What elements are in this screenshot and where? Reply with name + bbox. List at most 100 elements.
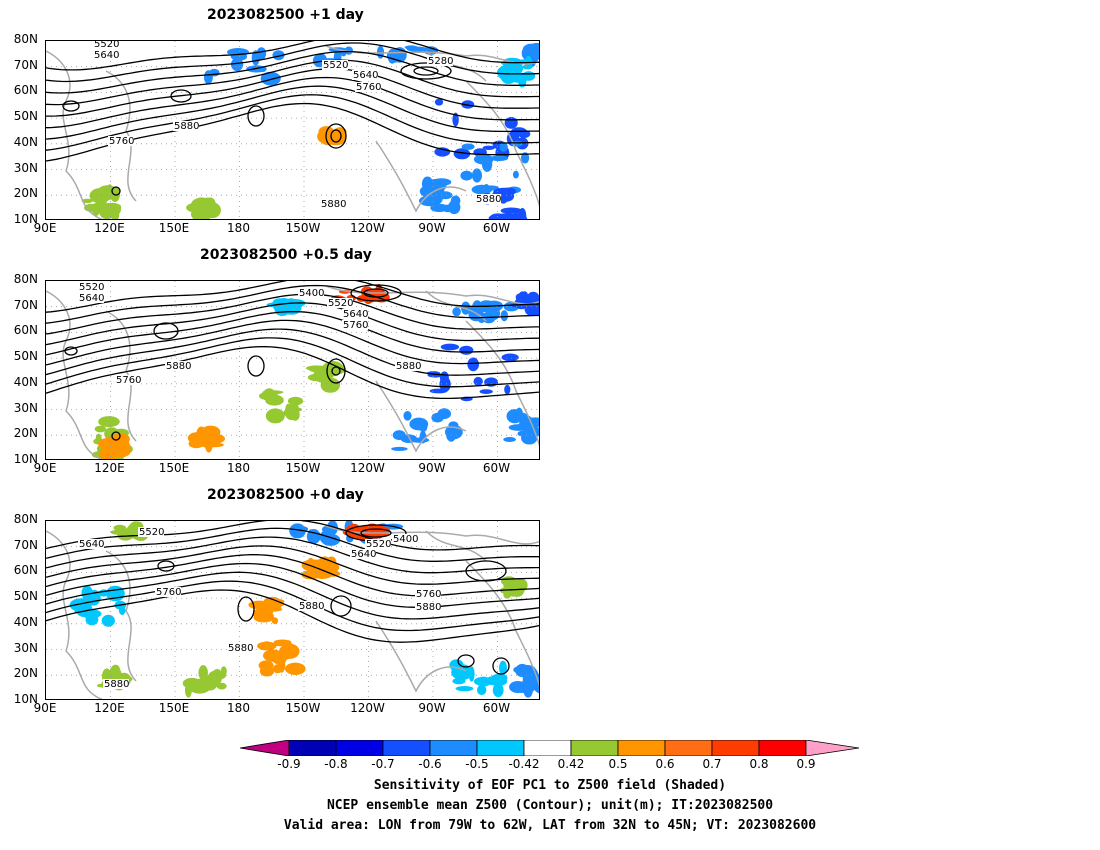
shade-patch: [273, 664, 283, 674]
lon-label: 90W: [418, 461, 446, 475]
shade-patch: [503, 591, 512, 599]
lat-label: 80N: [13, 272, 38, 286]
lat-label: 80N: [13, 32, 38, 46]
shade-patch: [439, 376, 451, 392]
shade-patch: [289, 523, 306, 539]
contour-label: 5640: [353, 70, 378, 81]
lon-label: 180: [227, 461, 250, 475]
shade-patch: [455, 686, 474, 692]
lat-label: 20N: [13, 666, 38, 681]
shade-patch: [98, 416, 120, 428]
contour-loop: [400, 62, 452, 80]
colorbar-tick-label: -0.8: [324, 757, 348, 771]
contour-loop: [363, 288, 389, 298]
colorbar-tick-label: -0.9: [277, 757, 301, 771]
shade-patch: [260, 71, 281, 86]
coastline: [105, 70, 137, 202]
height-contour: [46, 521, 539, 551]
coastline-layer: [46, 45, 539, 219]
height-contour: [46, 302, 539, 346]
shade-patch: [113, 524, 127, 531]
height-contour: [46, 571, 539, 620]
shade-patch: [515, 412, 528, 420]
contour-label-bg: [365, 539, 391, 549]
colorbar-tick-label: 0.6: [655, 757, 675, 771]
contour-label: 5520: [139, 527, 164, 538]
shade-patch: [403, 411, 412, 421]
shade-patch: [503, 437, 516, 442]
shade-patch: [271, 617, 279, 624]
contour-label-bg: [322, 60, 348, 70]
height-contour: [46, 41, 539, 71]
contour-loop: [157, 560, 175, 572]
shade-patch: [419, 421, 428, 432]
shade-patch: [265, 408, 285, 424]
contour-label: 5520: [94, 41, 119, 50]
lat-label: 40N: [13, 374, 38, 389]
contour-loop: [330, 595, 352, 617]
contour-label-bg: [165, 361, 191, 371]
coastline: [465, 320, 539, 447]
contour-label-bg: [342, 320, 368, 330]
contour-label: 5520: [79, 282, 104, 293]
contour-loop: [360, 528, 392, 538]
shade-patch: [197, 202, 220, 216]
shade-patch: [265, 394, 284, 406]
contour-loop: [325, 123, 347, 149]
shade-patch: [98, 188, 108, 204]
coastline: [105, 310, 137, 442]
shade-patch: [486, 676, 496, 685]
contour-label-bg: [415, 602, 441, 612]
lon-label: 90E: [33, 461, 57, 475]
contour-label-bg: [298, 601, 324, 611]
shade-patch: [197, 427, 218, 435]
contour-label-bg: [320, 199, 346, 209]
contour-label-bg: [392, 534, 418, 544]
contour-label-bg: [395, 361, 421, 371]
map-panel-1: 5520 5640 5520 5640 5760 5280 5880 5760 5880 5880: [45, 40, 540, 220]
shade-patch: [521, 431, 538, 445]
shade-patch: [283, 409, 291, 416]
contour-loop: [457, 654, 475, 668]
shade-patch: [263, 649, 283, 662]
lon-label: 150W: [285, 461, 321, 475]
lon-label: 90E: [33, 221, 57, 235]
shade-patch: [325, 562, 340, 573]
colorbar-tick-label: 0.7: [702, 757, 722, 771]
shade-patch: [530, 42, 539, 50]
lon-label: 150E: [158, 221, 190, 235]
shading-layer: [69, 521, 539, 698]
shade-patch: [285, 662, 306, 675]
lon-label: 90W: [418, 221, 446, 235]
contour-label-bg: [93, 50, 119, 60]
contour-loop: [62, 100, 80, 112]
lat-label: 40N: [13, 134, 38, 149]
colorbar-segment: [523, 740, 572, 756]
lat-label: 30N: [13, 640, 38, 655]
lon-label: 180: [227, 221, 250, 235]
shade-patch: [482, 145, 495, 150]
contour-label: 5640: [94, 50, 119, 61]
contour-label: 5880: [416, 602, 441, 613]
height-contour: [46, 337, 539, 388]
lon-label: 90E: [33, 701, 57, 715]
shade-patch: [499, 142, 508, 152]
shade-patch: [501, 353, 519, 362]
shade-patch: [259, 665, 275, 677]
lon-label: 60W: [482, 461, 511, 475]
contour-label-bg: [475, 194, 501, 204]
lon-label: 120E: [94, 221, 125, 235]
contour-label: 5880: [174, 121, 199, 132]
colorbar-segment: [617, 740, 666, 756]
shade-patch: [323, 377, 333, 384]
lon-label: 150W: [285, 701, 321, 715]
contour-label: 5880: [104, 679, 129, 690]
shade-patch: [452, 307, 461, 317]
shade-patch: [288, 401, 299, 417]
contour-label: 5760: [356, 82, 381, 93]
coastline-layer: [46, 525, 539, 699]
contour-loop: [330, 129, 342, 143]
